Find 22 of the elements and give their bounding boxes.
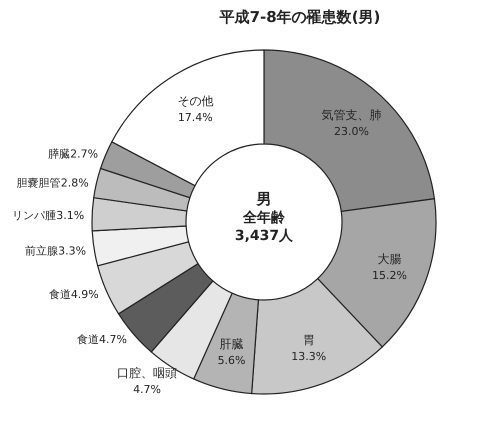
- text: 全年齢: [242, 210, 286, 226]
- slice-label: 胃: [302, 333, 315, 348]
- slice-label: 大腸: [377, 252, 402, 266]
- slice-label: 食道4.7%: [77, 332, 127, 346]
- chart-title: 平成7-8年の罹患数(男): [218, 8, 380, 26]
- slice-label: 口腔、咽頭: [117, 366, 178, 380]
- data-label: 13.3%: [291, 350, 326, 364]
- data-label: 15.2%: [372, 269, 407, 282]
- slice-label: 前立腺3.3%: [25, 244, 86, 258]
- slice-label: 食道4.9%: [48, 288, 99, 301]
- slice-label: 胆嚢胆管2.8%: [16, 176, 89, 190]
- slice-label: 膵臓2.7%: [48, 148, 98, 161]
- text: 3,437人: [234, 228, 294, 244]
- data-label: 17.4%: [178, 111, 213, 124]
- slice-label: 気管支、肺: [321, 108, 382, 122]
- data-label: 5.6%: [218, 354, 246, 367]
- data-label: 23.0%: [334, 124, 369, 138]
- slice-label: リンパ腫3.1%: [12, 208, 84, 222]
- data-label: 4.7%: [133, 383, 162, 396]
- text: 男: [256, 190, 272, 208]
- slice-label: その他: [177, 94, 214, 108]
- slice-label: 肝臓: [220, 336, 244, 351]
